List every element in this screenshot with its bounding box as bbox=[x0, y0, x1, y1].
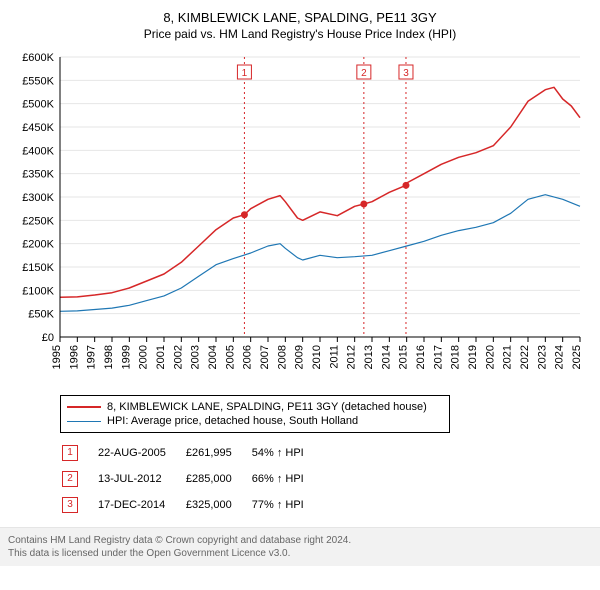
event-date: 13-JUL-2012 bbox=[98, 467, 184, 491]
svg-text:2002: 2002 bbox=[172, 345, 184, 369]
event-price: £325,000 bbox=[186, 493, 250, 517]
svg-text:2: 2 bbox=[361, 68, 367, 79]
svg-text:1998: 1998 bbox=[103, 345, 115, 369]
svg-text:2010: 2010 bbox=[311, 345, 323, 369]
svg-text:3: 3 bbox=[403, 68, 409, 79]
svg-text:£300K: £300K bbox=[22, 192, 54, 204]
sale-event-row: 1 22-AUG-2005£261,99554% ↑ HPI bbox=[62, 441, 322, 465]
svg-text:£400K: £400K bbox=[22, 145, 54, 157]
legend: 8, KIMBLEWICK LANE, SPALDING, PE11 3GY (… bbox=[60, 395, 450, 433]
legend-swatch bbox=[67, 421, 101, 422]
event-date: 17-DEC-2014 bbox=[98, 493, 184, 517]
svg-text:2022: 2022 bbox=[519, 345, 531, 369]
svg-text:2013: 2013 bbox=[363, 345, 375, 369]
svg-text:2012: 2012 bbox=[346, 345, 358, 369]
svg-text:2025: 2025 bbox=[571, 345, 583, 369]
svg-text:£50K: £50K bbox=[28, 309, 54, 321]
legend-row: 8, KIMBLEWICK LANE, SPALDING, PE11 3GY (… bbox=[67, 400, 443, 414]
svg-text:1995: 1995 bbox=[51, 345, 63, 369]
svg-text:2021: 2021 bbox=[502, 345, 514, 369]
footer-line-2: This data is licensed under the Open Gov… bbox=[8, 547, 592, 560]
chart-plot-area: £0 £50K £100K £150K £200K £250K £300K £350K £400… bbox=[10, 47, 590, 387]
svg-text:2004: 2004 bbox=[207, 345, 219, 369]
footer-line-1: Contains HM Land Registry data © Crown c… bbox=[8, 534, 592, 547]
event-marker-icon: 2 bbox=[62, 471, 78, 487]
svg-text:£100K: £100K bbox=[22, 285, 54, 297]
event-hpi: 77% ↑ HPI bbox=[252, 493, 322, 517]
svg-text:1999: 1999 bbox=[120, 345, 132, 369]
chart-container: 8, KIMBLEWICK LANE, SPALDING, PE11 3GY P… bbox=[0, 0, 600, 519]
legend-row: HPI: Average price, detached house, Sout… bbox=[67, 414, 443, 428]
svg-text:1997: 1997 bbox=[86, 345, 98, 369]
sale-event-row: 2 13-JUL-2012£285,00066% ↑ HPI bbox=[62, 467, 322, 491]
svg-text:£150K: £150K bbox=[22, 262, 54, 274]
event-price: £285,000 bbox=[186, 467, 250, 491]
svg-text:£250K: £250K bbox=[22, 215, 54, 227]
attribution-footer: Contains HM Land Registry data © Crown c… bbox=[0, 527, 600, 566]
event-hpi: 54% ↑ HPI bbox=[252, 441, 322, 465]
svg-text:£550K: £550K bbox=[22, 75, 54, 87]
event-price: £261,995 bbox=[186, 441, 250, 465]
chart-title: 8, KIMBLEWICK LANE, SPALDING, PE11 3GY bbox=[10, 10, 590, 25]
svg-text:2000: 2000 bbox=[138, 345, 150, 369]
legend-swatch bbox=[67, 406, 101, 408]
svg-text:£350K: £350K bbox=[22, 169, 54, 181]
svg-text:2018: 2018 bbox=[450, 345, 462, 369]
svg-text:2006: 2006 bbox=[242, 345, 254, 369]
svg-text:2015: 2015 bbox=[398, 345, 410, 369]
legend-label: HPI: Average price, detached house, Sout… bbox=[107, 415, 358, 427]
svg-text:2017: 2017 bbox=[432, 345, 444, 369]
svg-text:£0: £0 bbox=[42, 332, 54, 344]
sale-event-row: 3 17-DEC-2014£325,00077% ↑ HPI bbox=[62, 493, 322, 517]
sale-events-table: 1 22-AUG-2005£261,99554% ↑ HPI 2 13-JUL-201… bbox=[60, 439, 324, 519]
svg-text:2003: 2003 bbox=[190, 345, 202, 369]
svg-text:2005: 2005 bbox=[224, 345, 236, 369]
svg-text:£200K: £200K bbox=[22, 239, 54, 251]
svg-text:2014: 2014 bbox=[380, 345, 392, 369]
svg-text:2001: 2001 bbox=[155, 345, 167, 369]
svg-text:1: 1 bbox=[242, 68, 248, 79]
svg-text:2019: 2019 bbox=[467, 345, 479, 369]
svg-text:2024: 2024 bbox=[554, 345, 566, 369]
event-marker-icon: 3 bbox=[62, 497, 78, 513]
event-marker-icon: 1 bbox=[62, 445, 78, 461]
svg-text:£600K: £600K bbox=[22, 52, 54, 64]
svg-text:2011: 2011 bbox=[328, 345, 340, 369]
svg-text:2009: 2009 bbox=[294, 345, 306, 369]
legend-label: 8, KIMBLEWICK LANE, SPALDING, PE11 3GY (… bbox=[107, 401, 427, 413]
svg-text:2016: 2016 bbox=[415, 345, 427, 369]
event-date: 22-AUG-2005 bbox=[98, 441, 184, 465]
svg-text:2007: 2007 bbox=[259, 345, 271, 369]
svg-text:2008: 2008 bbox=[276, 345, 288, 369]
svg-text:1996: 1996 bbox=[68, 345, 80, 369]
line-chart-svg: £0 £50K £100K £150K £200K £250K £300K £350K £400… bbox=[10, 47, 590, 387]
chart-subtitle: Price paid vs. HM Land Registry's House … bbox=[10, 27, 590, 41]
svg-text:£500K: £500K bbox=[22, 99, 54, 111]
svg-text:2020: 2020 bbox=[484, 345, 496, 369]
event-hpi: 66% ↑ HPI bbox=[252, 467, 322, 491]
svg-text:£450K: £450K bbox=[22, 122, 54, 134]
svg-text:2023: 2023 bbox=[536, 345, 548, 369]
